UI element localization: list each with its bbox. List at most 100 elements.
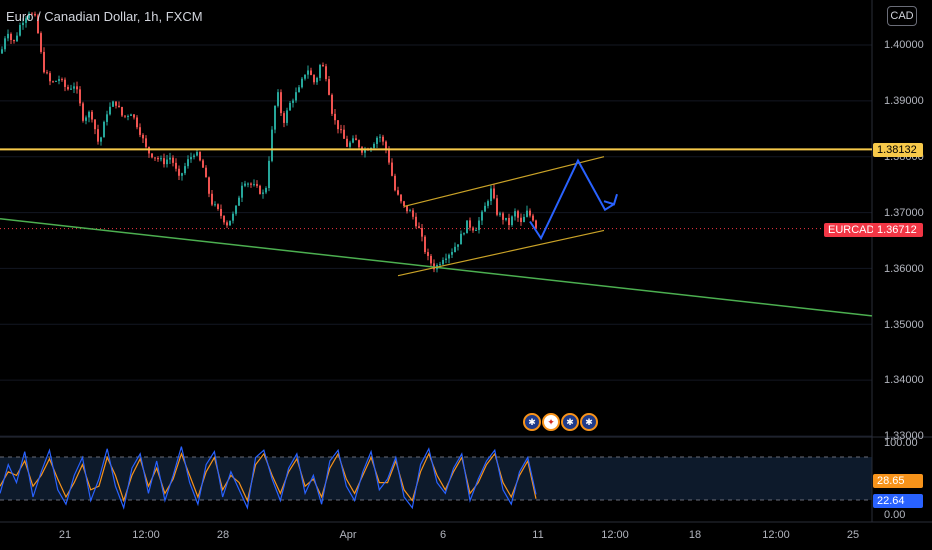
candle-body bbox=[502, 213, 504, 220]
candle-body bbox=[130, 114, 132, 116]
candle-body bbox=[241, 185, 243, 198]
candle-body bbox=[181, 173, 183, 176]
candle-body bbox=[508, 217, 510, 225]
oscillator-k-line bbox=[0, 446, 537, 510]
candle-body bbox=[97, 129, 99, 142]
candle-body bbox=[16, 35, 18, 42]
candle-body bbox=[316, 77, 318, 83]
candle-body bbox=[337, 120, 339, 130]
candle-body bbox=[106, 114, 108, 122]
candle-body bbox=[235, 205, 237, 214]
candle-body bbox=[529, 210, 531, 216]
candle-body bbox=[154, 157, 156, 159]
ca-flag-icon[interactable]: ✦ bbox=[542, 413, 560, 431]
candle-body bbox=[331, 94, 333, 114]
candle-body bbox=[379, 136, 381, 138]
candle-body bbox=[262, 192, 264, 194]
candle-body bbox=[40, 33, 42, 52]
candle-body bbox=[115, 101, 117, 106]
candle-body bbox=[493, 188, 495, 199]
candle-body bbox=[160, 158, 162, 160]
candle-body bbox=[178, 168, 180, 176]
candle-body bbox=[73, 86, 75, 89]
candle-body bbox=[487, 201, 489, 206]
candle-body bbox=[49, 73, 51, 82]
candle-body bbox=[28, 13, 30, 19]
eu-flag-icon[interactable]: ✱ bbox=[523, 413, 541, 431]
candle-body bbox=[280, 92, 282, 114]
price-tick: 1.37000 bbox=[884, 207, 924, 219]
candle-body bbox=[4, 38, 6, 50]
candle-body bbox=[259, 185, 261, 194]
candle-body bbox=[7, 33, 9, 39]
candle-body bbox=[283, 113, 285, 123]
candle-body bbox=[274, 105, 276, 130]
candle-body bbox=[256, 184, 258, 186]
candle-body bbox=[355, 138, 357, 141]
drawings[interactable] bbox=[0, 148, 873, 317]
candle-body bbox=[472, 227, 474, 231]
price-tick: 1.39000 bbox=[884, 95, 924, 107]
candle-body bbox=[193, 155, 195, 158]
time-tick: 6 bbox=[439, 529, 447, 541]
candle-body bbox=[187, 159, 189, 167]
candle-body bbox=[475, 229, 477, 231]
candle-body bbox=[376, 137, 378, 144]
candle-body bbox=[499, 213, 501, 215]
candle-body bbox=[265, 188, 267, 193]
price-tick: 1.33000 bbox=[884, 430, 924, 442]
candle-body bbox=[388, 149, 390, 163]
time-tick: 11 bbox=[532, 529, 544, 541]
candle-body bbox=[217, 204, 219, 209]
candle-body bbox=[124, 115, 126, 117]
candle-body bbox=[466, 220, 468, 234]
level-price-badge[interactable]: 1.38132 bbox=[873, 143, 923, 157]
candle-body bbox=[214, 204, 216, 206]
candle-body bbox=[19, 25, 21, 36]
eu-flag-icon[interactable]: ✱ bbox=[561, 413, 579, 431]
candle-body bbox=[31, 13, 33, 15]
candles bbox=[1, 11, 537, 273]
candle-body bbox=[517, 211, 519, 218]
candle-body bbox=[22, 22, 24, 26]
candle-body bbox=[439, 264, 441, 266]
candle-body bbox=[151, 153, 153, 158]
economic-events[interactable]: ✱ ✦ ✱ ✱ bbox=[523, 413, 599, 431]
time-tick: 21 bbox=[58, 529, 72, 541]
candle-body bbox=[223, 215, 225, 223]
chart-title[interactable]: Euro / Canadian Dollar, 1h, FXCM bbox=[6, 9, 203, 24]
time-tick: 12:00 bbox=[132, 529, 160, 541]
candle-body bbox=[91, 111, 93, 120]
symbol-badge: EURCAD bbox=[824, 223, 879, 237]
candle-body bbox=[76, 86, 78, 90]
candle-body bbox=[100, 137, 102, 142]
candle-body bbox=[163, 158, 165, 165]
candle-body bbox=[532, 215, 534, 221]
candle-body bbox=[505, 217, 507, 220]
eu-flag-icon[interactable]: ✱ bbox=[580, 413, 598, 431]
candle-body bbox=[70, 88, 72, 90]
candle-body bbox=[358, 140, 360, 148]
candle-body bbox=[247, 183, 249, 185]
candle-body bbox=[109, 106, 111, 115]
candle-body bbox=[400, 194, 402, 202]
projection-path bbox=[529, 158, 615, 241]
candle-body bbox=[190, 157, 192, 160]
candle-body bbox=[535, 220, 537, 228]
candle-body bbox=[118, 105, 120, 108]
candle-body bbox=[208, 177, 210, 194]
grid bbox=[0, 44, 872, 437]
candle-body bbox=[67, 86, 69, 90]
candle-body bbox=[403, 201, 405, 206]
candle-body bbox=[172, 157, 174, 163]
candle-body bbox=[298, 87, 300, 93]
candle-body bbox=[451, 252, 453, 255]
currency-button[interactable]: CAD bbox=[887, 6, 917, 26]
candle-body bbox=[445, 258, 447, 261]
candle-body bbox=[418, 226, 420, 228]
candle-body bbox=[484, 205, 486, 212]
candle-body bbox=[442, 260, 444, 265]
projection-arrowhead bbox=[603, 193, 618, 206]
candle-body bbox=[478, 220, 480, 230]
